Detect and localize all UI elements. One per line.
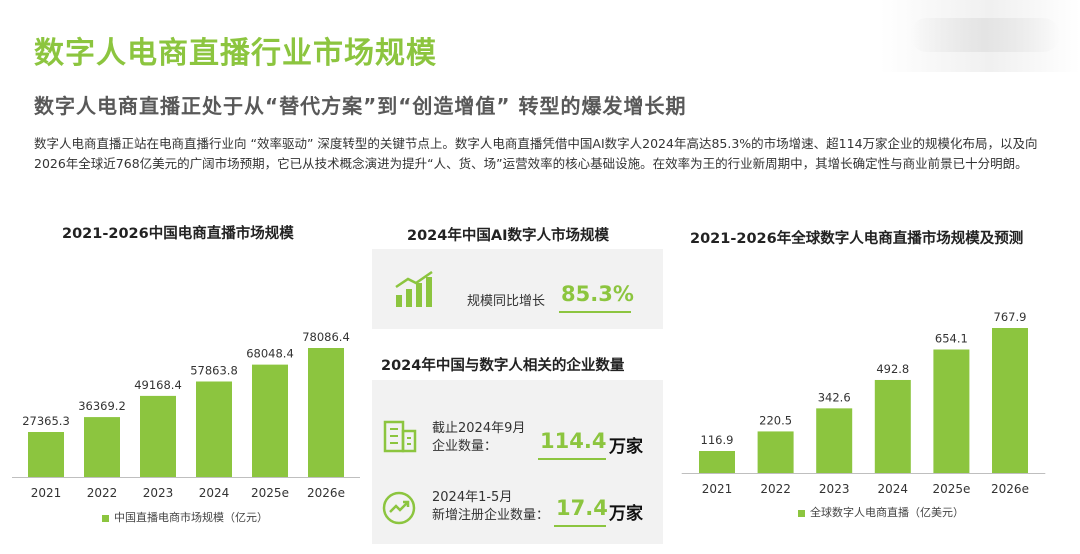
new-registrations-label: 2024年1-5月 新增注册企业数量： <box>432 489 549 525</box>
x-tick-2026e: 2026e <box>991 482 1029 496</box>
data-label-2026e: 78086.4 <box>302 330 350 344</box>
data-label-2023: 342.6 <box>818 390 851 404</box>
x-tick-2026e: 2026e <box>307 486 345 500</box>
header-decoration <box>880 0 1080 72</box>
bar-2021 <box>699 451 735 473</box>
x-tick-2025e: 2025e <box>932 482 970 496</box>
x-tick-2024: 2024 <box>878 482 909 496</box>
growth-label: 规模同比增长 <box>467 294 546 309</box>
legend-swatch <box>798 509 805 517</box>
page-title: 数字人电商直播行业市场规模 <box>34 36 437 71</box>
x-tick-2021: 2021 <box>702 482 733 496</box>
x-tick-2023: 2023 <box>143 486 174 500</box>
data-label-2025e: 68048.4 <box>246 347 294 361</box>
x-tick-2023: 2023 <box>819 482 850 496</box>
data-label-2025e: 654.1 <box>935 332 968 346</box>
enterprise-count-label-line1: 截止2024年9月 <box>432 421 526 436</box>
bar-2026e <box>992 328 1028 473</box>
enterprise-count-label: 截止2024年9月 企业数量： <box>432 420 525 456</box>
x-tick-2024: 2024 <box>199 486 230 500</box>
new-registrations-underline <box>554 525 606 527</box>
bar-2023 <box>140 395 176 477</box>
bar-2025e <box>252 364 288 477</box>
enterprise-count-label-line2: 企业数量： <box>432 439 498 454</box>
right-chart-legend: 全球数字人电商直播（亿美元） <box>798 504 964 520</box>
page-subtitle: 数字人电商直播正处于从“替代方案”到“创造增值” 转型的爆发增长期 <box>34 94 687 118</box>
enterprise-count-unit: 万家 <box>609 437 643 457</box>
data-label-2022: 36369.2 <box>78 399 126 413</box>
description-paragraph: 数字人电商直播正站在电商直播行业向 “效率驱动” 深度转型的关键节点上。数字人电… <box>34 136 1038 171</box>
right-chart-title: 2021-2026年全球数字人电商直播市场规模及预测 <box>690 231 1024 247</box>
data-label-2023: 49168.4 <box>134 378 182 392</box>
data-label-2026e: 767.9 <box>994 310 1027 324</box>
new-registrations-unit: 万家 <box>609 504 643 524</box>
x-tick-2025e: 2025e <box>251 486 289 500</box>
bar-2024 <box>874 379 911 473</box>
growth-value: 85.3% <box>561 282 634 306</box>
bar-2021 <box>28 432 64 477</box>
x-tick-2022: 2022 <box>760 482 791 496</box>
growth-panel: 规模同比增长 85.3% <box>372 249 663 329</box>
legend-swatch <box>102 514 109 522</box>
trend-up-icon <box>382 491 416 525</box>
data-label-2021: 116.9 <box>701 433 734 447</box>
growth-underline <box>559 311 631 313</box>
data-label-2024: 492.8 <box>876 362 909 376</box>
ai-market-title: 2024年中国AI数字人市场规模 <box>407 228 609 244</box>
x-tick-2022: 2022 <box>87 486 118 500</box>
bar-2025e <box>933 349 970 473</box>
bar-2023 <box>816 408 853 473</box>
data-label-2022: 220.5 <box>759 413 792 427</box>
new-registrations-value: 17.4 <box>556 496 608 520</box>
bar-2022 <box>84 417 120 477</box>
growth-chart-icon <box>395 271 433 307</box>
enterprise-count-underline <box>538 458 606 460</box>
building-icon <box>383 420 417 453</box>
bar-2022 <box>757 431 794 473</box>
legend-label: 全球数字人电商直播（亿美元） <box>810 506 964 519</box>
data-label-2021: 27365.3 <box>22 414 70 428</box>
legend-label: 中国直播电商市场规模（亿元） <box>114 511 268 524</box>
new-registrations-label-line2: 新增注册企业数量： <box>432 508 550 523</box>
x-tick-2021: 2021 <box>31 486 62 500</box>
bar-2026e <box>308 348 344 477</box>
left-chart-legend: 中国直播电商市场规模（亿元） <box>102 509 268 525</box>
enterprise-panel: 截止2024年9月 企业数量： 114.4 万家 2024年1-5月 新增注册企… <box>372 380 663 544</box>
left-chart-title: 2021-2026中国电商直播市场规模 <box>62 226 294 242</box>
enterprise-title: 2024年中国与数字人相关的企业数量 <box>381 358 625 374</box>
new-registrations-label-line1: 2024年1-5月 <box>432 490 513 505</box>
enterprise-count-value: 114.4 <box>540 429 607 453</box>
bar-2024 <box>196 381 232 477</box>
data-label-2024: 57863.8 <box>190 363 238 377</box>
